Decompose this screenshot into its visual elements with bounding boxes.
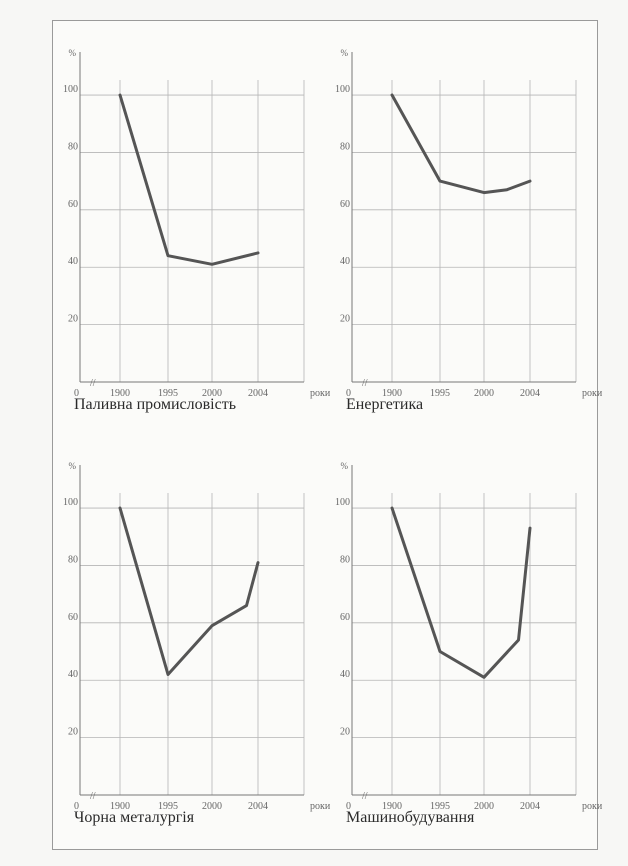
series-line (118, 93, 260, 266)
y-tick-label: 40 (340, 256, 350, 267)
x-tick-label: 1900 (110, 801, 130, 812)
x-tick-label: 2004 (248, 801, 268, 812)
x-tick-label: 2000 (474, 388, 494, 399)
series-line (118, 506, 260, 676)
y-tick-label: 80 (68, 141, 78, 152)
y-tick-label: 60 (68, 612, 78, 623)
y-unit-label: % (69, 48, 77, 58)
y-tick-label: 80 (68, 554, 78, 565)
x-axis-label: роки (582, 388, 603, 399)
chart-title: Машинобудування (346, 809, 475, 826)
x-axis-label: роки (310, 388, 331, 399)
y-tick-label: 80 (340, 141, 350, 152)
axis-break-mark: // (362, 791, 368, 802)
x-tick-label: 2000 (202, 388, 222, 399)
series-line (390, 93, 532, 195)
x-tick-label: 1900 (382, 801, 402, 812)
y-tick-label: 40 (68, 669, 78, 680)
x-tick-label: 1995 (158, 388, 178, 399)
x-tick-label: 1995 (158, 801, 178, 812)
x-tick-label: 1900 (110, 388, 130, 399)
y-tick-label: 100 (63, 497, 78, 508)
chart-title: Чорна металургія (74, 809, 195, 826)
axis-break-mark: // (90, 378, 96, 389)
y-tick-label: 20 (340, 314, 350, 325)
y-unit-label: % (69, 461, 77, 471)
y-tick-label: 40 (68, 256, 78, 267)
y-tick-label: 40 (340, 669, 350, 680)
figure-frame (52, 20, 598, 850)
y-unit-label: % (341, 48, 349, 58)
chart-title: Паливна промисловість (74, 396, 236, 413)
y-tick-label: 60 (340, 612, 350, 623)
y-tick-label: 100 (335, 497, 350, 508)
y-tick-label: 100 (63, 84, 78, 95)
chart-1: 20 40 60 80 100% 0 // 1900 1995 2000 2004 роки (63, 48, 331, 399)
x-tick-label: 1995 (430, 388, 450, 399)
y-tick-label: 60 (68, 199, 78, 210)
y-tick-label: 20 (340, 727, 350, 738)
series-line (390, 506, 532, 679)
x-tick-label: 2004 (248, 388, 268, 399)
axis-break-mark: // (362, 378, 368, 389)
x-tick-label: 2000 (474, 801, 494, 812)
axis-break-mark: // (90, 791, 96, 802)
x-axis-label: роки (582, 801, 603, 812)
y-unit-label: % (341, 461, 349, 471)
zero-label: 0 (346, 388, 351, 399)
zero-label: 0 (74, 388, 79, 399)
chart-4: 20 40 60 80 100% 0 // 1900 1995 2000 2004 роки (335, 461, 603, 812)
y-tick-label: 20 (68, 727, 78, 738)
x-tick-label: 2000 (202, 801, 222, 812)
y-tick-label: 80 (340, 554, 350, 565)
y-tick-label: 60 (340, 199, 350, 210)
chart-title: Енергетика (346, 396, 424, 413)
y-tick-label: 100 (335, 84, 350, 95)
x-axis-label: роки (310, 801, 331, 812)
x-tick-label: 2004 (520, 388, 540, 399)
zero-label: 0 (74, 801, 79, 812)
chart-3: 20 40 60 80 100% 0 // 1900 1995 2000 2004 роки (63, 461, 331, 812)
y-tick-label: 20 (68, 314, 78, 325)
x-tick-label: 1995 (430, 801, 450, 812)
zero-label: 0 (346, 801, 351, 812)
x-tick-label: 1900 (382, 388, 402, 399)
chart-2: 20 40 60 80 100% 0 // 1900 1995 2000 2004 роки (335, 48, 603, 399)
x-tick-label: 2004 (520, 801, 540, 812)
